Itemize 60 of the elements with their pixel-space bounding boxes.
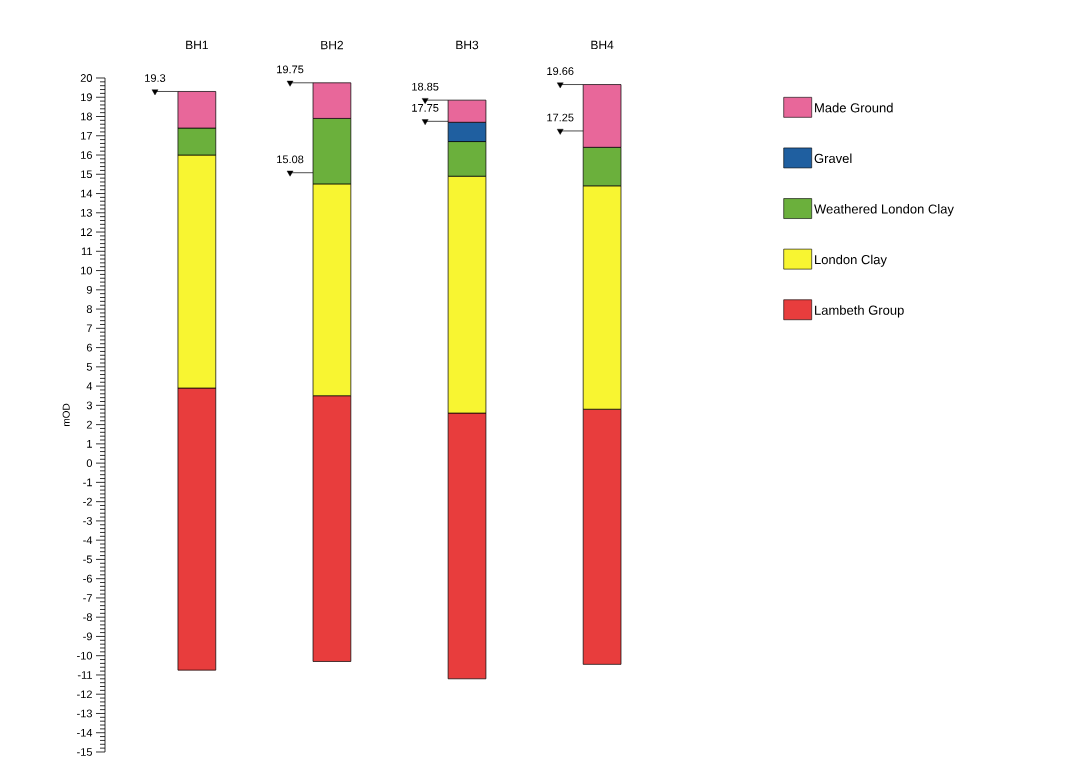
y-tick-label: -2 — [83, 497, 92, 506]
y-tick-label: 9 — [86, 285, 92, 294]
y-axis-title: mOD — [62, 403, 70, 426]
point — [556, 82, 564, 89]
y-tick-label: 1 — [87, 440, 92, 448]
data-label: 17.25 — [547, 113, 574, 122]
data-label: 19.75 — [277, 65, 304, 74]
y-tick-label: -5 — [83, 555, 92, 564]
legend-label: Made Ground — [815, 102, 893, 113]
x-tick-label: BH3 — [456, 40, 479, 50]
y-tick-label: -14 — [77, 728, 93, 737]
y-tick-label: 19 — [81, 93, 92, 102]
data-label: 15.08 — [277, 155, 304, 164]
x-tick-label: BH4 — [591, 40, 614, 50]
legend-label: Gravel — [814, 153, 852, 164]
y-tick-label: 4 — [86, 382, 93, 390]
y-tick-label: 2 — [86, 420, 92, 429]
x-tick-label: BH2 — [321, 40, 343, 50]
point — [286, 80, 294, 87]
y-tick-label: 20 — [80, 74, 93, 82]
point — [421, 119, 429, 126]
y-tick-label: 13 — [81, 208, 92, 217]
y-tick-label: 16 — [81, 151, 92, 159]
point — [556, 129, 564, 135]
y-tick-label: -4 — [83, 536, 93, 544]
data-label: 17.75 — [412, 104, 439, 112]
y-tick-label: -6 — [83, 574, 92, 583]
y-tick-label: -10 — [77, 651, 93, 660]
y-tick-label: 18 — [81, 112, 92, 121]
legend-label: Weathered London Clay — [814, 204, 954, 217]
y-tick-label: 8 — [86, 305, 92, 313]
legend-label: Lambeth Group — [815, 305, 904, 318]
legend-label: London Clay — [815, 254, 887, 267]
y-tick-label: 12 — [81, 228, 92, 236]
y-tick-label: -9 — [83, 632, 92, 641]
y-tick-label: -3 — [83, 517, 92, 525]
point — [421, 98, 429, 104]
y-tick-label: -11 — [77, 671, 92, 679]
y-tick-label: 0 — [86, 459, 93, 468]
y-tick-label: -1 — [83, 478, 92, 487]
data-label: 18.85 — [412, 82, 439, 91]
y-tick-label: -13 — [77, 709, 92, 718]
y-tick-label: 3 — [86, 401, 92, 410]
x-tick-label: BH1 — [186, 40, 208, 50]
y-tick-label: 7 — [86, 324, 92, 333]
y-tick-label: 11 — [81, 247, 92, 256]
point — [151, 89, 159, 96]
y-tick-label: -8 — [83, 613, 92, 622]
data-label: 19.66 — [547, 67, 574, 76]
y-tick-label: 10 — [81, 266, 93, 275]
y-tick-label: 15 — [81, 170, 92, 179]
y-tick-label: -7 — [83, 594, 92, 602]
y-tick-label: 17 — [81, 131, 92, 140]
data-label: 19.3 — [145, 74, 166, 82]
y-tick-label: 5 — [86, 363, 92, 371]
point — [286, 170, 294, 177]
y-tick-label: -12 — [77, 690, 92, 699]
y-tick-label: -15 — [77, 748, 92, 756]
y-tick-label: 14 — [81, 189, 93, 198]
y-tick-label: 6 — [86, 343, 92, 352]
